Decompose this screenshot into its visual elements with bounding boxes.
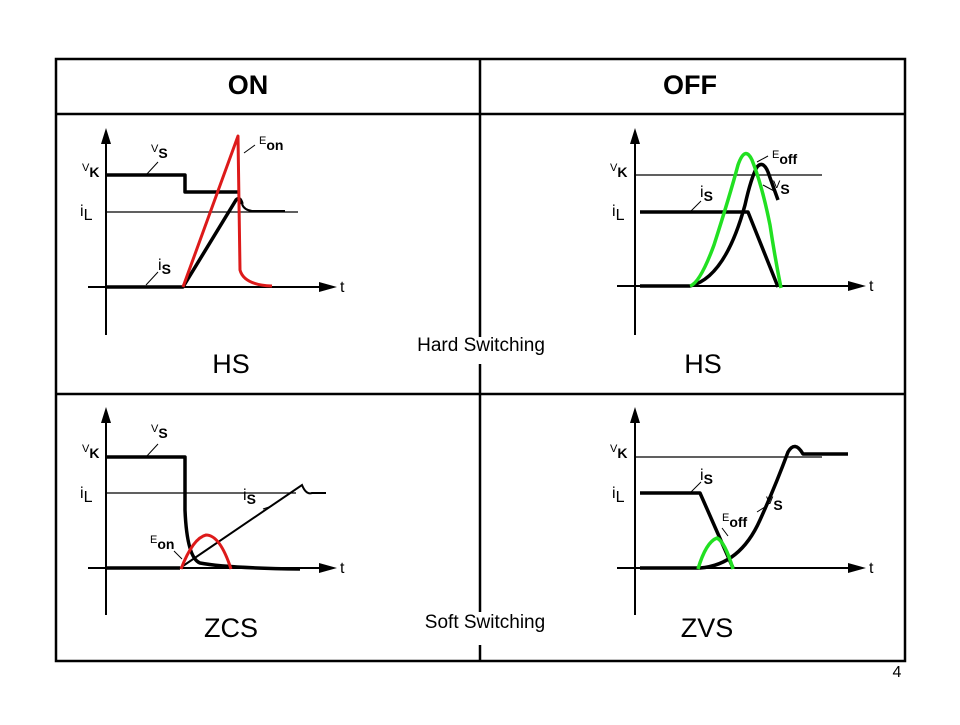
vs-leader — [145, 161, 159, 176]
eon-leader — [243, 144, 256, 154]
e-off-curve — [689, 151, 783, 289]
plot-hs-on: VK VS iL iS Eon t — [80, 128, 345, 335]
y-axis-arrow — [630, 407, 640, 423]
x-axis-arrow — [319, 282, 337, 292]
vk-label: VK — [610, 162, 627, 180]
x-axis-arrow — [848, 563, 866, 573]
eon-label: Eon — [259, 135, 283, 153]
is-leader — [262, 505, 273, 510]
is-ramp — [179, 483, 326, 569]
t-label: t — [869, 560, 874, 577]
vs-label: VS — [773, 179, 790, 197]
eon-label: Eon — [150, 534, 174, 552]
is-label: iS — [700, 184, 713, 204]
t-label: t — [869, 278, 874, 295]
vs-label: VS — [766, 495, 783, 513]
is-waveform — [640, 491, 735, 569]
vs-waveform — [106, 173, 238, 194]
plot-hs-off: VK iL iS VS Eoff t — [610, 128, 874, 335]
vs-leader — [762, 184, 777, 193]
zcs-label: ZCS — [204, 613, 258, 643]
vk-label: VK — [82, 162, 99, 180]
page-number: 4 — [893, 664, 902, 681]
vs-leader — [145, 443, 159, 458]
hs-on-label: HS — [212, 349, 250, 379]
il-label: iL — [80, 203, 93, 224]
eoff-label: Eoff — [722, 512, 748, 530]
eoff-leader — [721, 527, 729, 537]
is-settle — [241, 203, 285, 212]
e-on-curve — [181, 134, 273, 288]
is-leader — [689, 200, 702, 213]
t-label: t — [340, 279, 345, 296]
is-label: iS — [158, 257, 171, 277]
il-label: iL — [80, 485, 93, 506]
is-label: iS — [243, 487, 256, 507]
vs-waveform — [106, 455, 301, 571]
vk-label: VK — [82, 443, 99, 461]
eoff-leader — [756, 155, 769, 163]
y-axis-arrow — [101, 128, 111, 144]
vs-leader — [756, 504, 769, 513]
plot-zvs: VK iL iS VS Eoff t — [610, 407, 874, 615]
is-waveform — [640, 210, 780, 288]
y-axis-arrow — [101, 407, 111, 423]
eoff-label: Eoff — [772, 149, 798, 167]
hs-off-label: HS — [684, 349, 722, 379]
is-leader — [689, 481, 702, 494]
hard-switching-label: Hard Switching — [417, 335, 545, 356]
vs-label: VS — [151, 423, 168, 441]
e-off-curve — [696, 536, 735, 570]
is-label: iS — [700, 467, 713, 487]
table-grid — [54, 57, 907, 663]
vs-waveform — [640, 162, 780, 288]
header-on: ON — [228, 70, 269, 100]
t-label: t — [340, 560, 345, 577]
il-label: iL — [612, 203, 625, 224]
soft-switching-label: Soft Switching — [425, 612, 545, 633]
plot-zcs: VK VS iL iS Eon t — [80, 407, 345, 615]
vs-waveform — [640, 444, 848, 570]
vs-label: VS — [151, 143, 168, 161]
il-label: iL — [612, 485, 625, 506]
zvs-label: ZVS — [681, 613, 734, 643]
vk-label: VK — [610, 443, 627, 461]
x-axis-arrow — [848, 281, 866, 291]
e-on-curve — [179, 533, 233, 570]
header-off: OFF — [663, 70, 717, 100]
eon-leader — [173, 550, 183, 560]
y-axis-arrow — [630, 128, 640, 144]
x-axis-arrow — [319, 563, 337, 573]
is-leader — [145, 271, 159, 286]
